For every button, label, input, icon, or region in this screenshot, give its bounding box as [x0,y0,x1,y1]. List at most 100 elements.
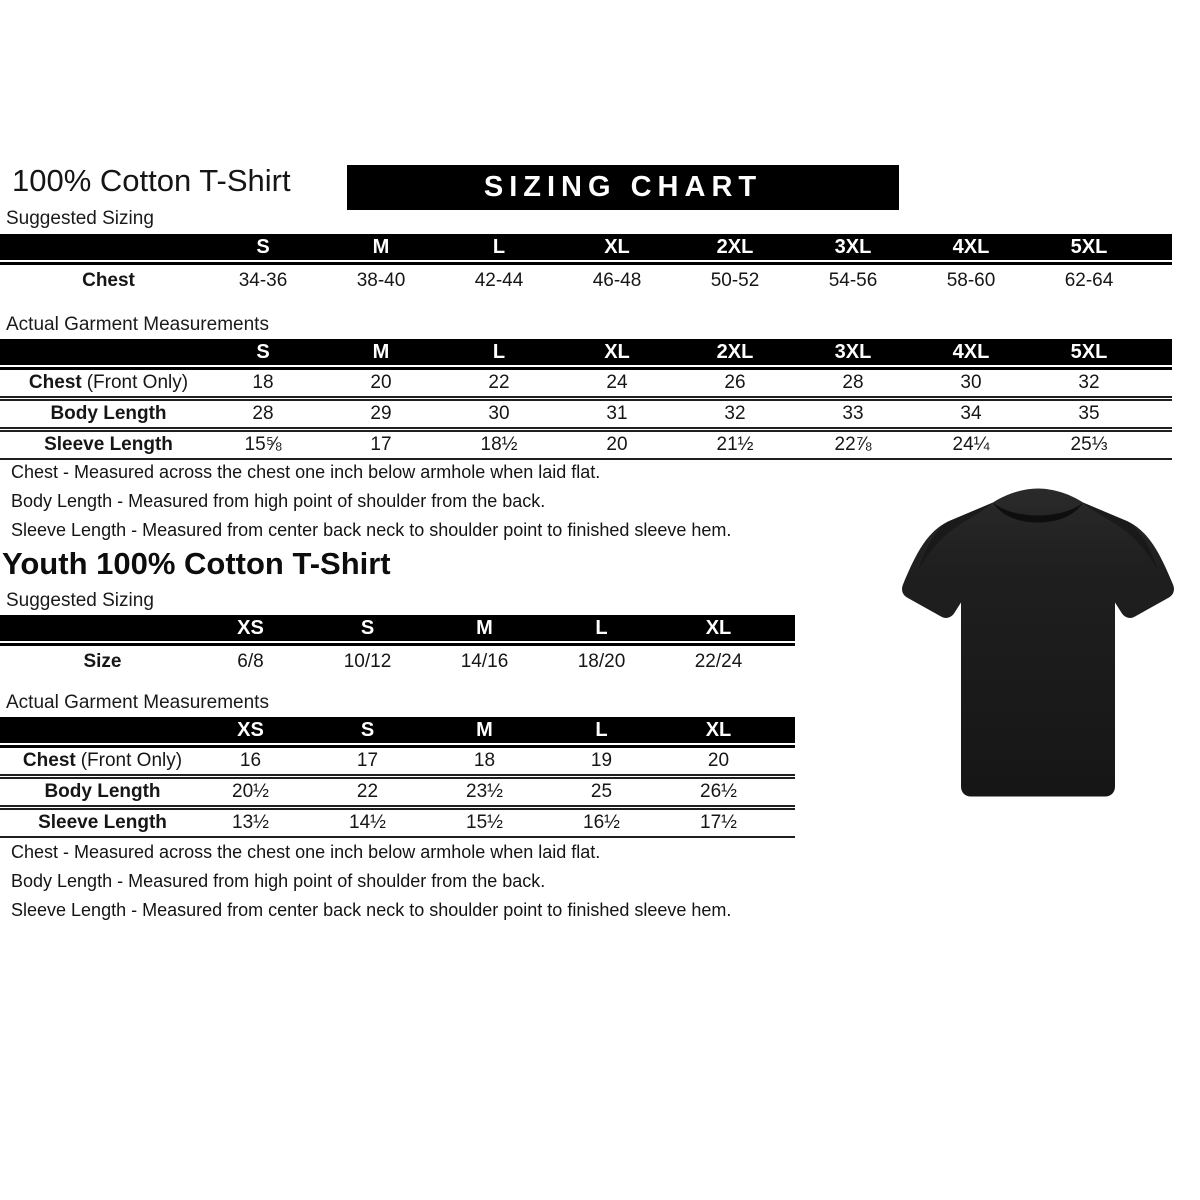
cell: 26 [724,372,746,393]
cell: 22 [356,781,379,802]
table-row: Body Length 20½ 22 23½ 25 26½ [0,774,795,805]
youth-suggested-body: Size 6/8 10/12 14/16 18/20 22/24 [0,643,795,678]
cell: 19 [590,750,613,771]
cell: 33 [842,403,864,424]
row-label-body-length: Body Length [44,781,161,802]
size-column-header: S [256,235,270,258]
cell: 30 [488,403,510,424]
note-sleeve-length: Sleeve Length - Measured from center bac… [11,900,732,920]
size-column-header: XL [705,718,732,741]
cell: 38-40 [356,270,406,291]
size-column-header: L [492,340,506,363]
cell: 20 [370,372,392,393]
cell: 15½ [466,812,503,833]
tshirt-body [902,488,1174,797]
note-body-length: Body Length - Measured from high point o… [11,871,546,891]
table-row: Sleeve Length 15⅝ 17 18½ 20 21½ 22⅞ 24¼ … [0,427,1172,458]
row-label-note: (Front Only) [80,750,183,771]
adult-measurement-notes: Chest - Measured across the chest one in… [11,462,731,549]
size-column-header: 2XL [716,235,754,258]
cell: 29 [370,403,392,424]
cell: 24¼ [952,434,990,455]
note-body-length: Body Length - Measured from high point o… [11,491,546,511]
size-column-header: L [595,616,608,639]
adult-suggested-header-row: S M L XL 2XL 3XL 4XL 5XL [0,234,1172,260]
cell: 20 [606,434,628,455]
cell: 46-48 [592,270,642,291]
cell: 25 [590,781,613,802]
youth-suggested-sizing-label: Suggested Sizing [6,590,154,611]
size-column-header: 2XL [716,340,754,363]
cell: 24 [606,372,628,393]
cell: 50-52 [710,270,760,291]
cell: 18 [252,372,274,393]
table-row: Body Length 28 29 30 31 32 33 34 35 [0,396,1172,427]
cell: 14½ [349,812,386,833]
tshirt-collar [993,502,1083,523]
cell: 28 [252,403,274,424]
size-column-header: 5XL [1070,235,1108,258]
cell: 17 [356,750,379,771]
size-column-header: M [476,718,493,741]
size-column-header: L [492,235,506,258]
cell: 6/8 [237,651,264,672]
cell: 17½ [700,812,737,833]
cell: 54-56 [828,270,878,291]
table-row: Sleeve Length 13½ 14½ 15½ 16½ 17½ [0,805,795,836]
table-row: Size 6/8 10/12 14/16 18/20 22/24 [0,646,795,678]
size-column-header: 4XL [952,235,990,258]
cell: 58-60 [946,270,996,291]
row-label-chest-front-only: Chest (Front Only) [22,750,183,771]
youth-suggested-table: XS S M L XL Size 6/8 10/12 14/16 18/20 2… [0,615,795,678]
page-title: 100% Cotton T-Shirt [12,163,291,198]
cell: 32 [1078,372,1100,393]
size-column-header: XL [604,340,630,363]
adult-suggested-sizing-label: Suggested Sizing [6,208,154,229]
cell: 18½ [480,434,518,455]
size-column-header: S [360,616,375,639]
youth-actual-measurements-label: Actual Garment Measurements [6,692,269,713]
cell: 22/24 [694,651,743,672]
cell: 31 [606,403,628,424]
cell: 21½ [716,434,754,455]
adult-actual-table: S M L XL 2XL 3XL 4XL 5XL Chest (Front Onl… [0,339,1172,460]
row-label-chest-front-only: Chest (Front Only) [28,372,189,393]
size-column-header: S [360,718,375,741]
youth-section-title: Youth 100% Cotton T-Shirt [2,546,391,581]
youth-actual-header-row: XS S M L XL [0,717,795,743]
cell: 18 [473,750,496,771]
cell: 62-64 [1064,270,1114,291]
adult-suggested-body: Chest 34-36 38-40 42-44 46-48 50-52 54-5… [0,262,1172,297]
cell: 16½ [583,812,620,833]
sizing-chart-banner: SIZING CHART [347,165,899,210]
row-label-body-length: Body Length [50,403,167,424]
row-label-sleeve-length: Sleeve Length [38,812,167,833]
table-row: Chest 34-36 38-40 42-44 46-48 50-52 54-5… [0,265,1172,297]
cell: 17 [370,434,392,455]
tshirt-shoulder-shade [918,502,993,571]
cell: 22 [488,372,510,393]
cell: 34-36 [238,270,288,291]
size-column-header: 3XL [834,235,872,258]
size-column-header: 5XL [1070,340,1108,363]
cell: 14/16 [460,651,509,672]
note-sleeve-length: Sleeve Length - Measured from center bac… [11,520,732,540]
cell: 35 [1078,403,1100,424]
adult-suggested-table: S M L XL 2XL 3XL 4XL 5XL Chest 34-36 38-… [0,234,1172,297]
cell: 22⅞ [834,434,872,455]
size-column-header: S [256,340,270,363]
youth-actual-body: Chest (Front Only) 16 17 18 19 20 Body Le… [0,745,795,838]
note-chest: Chest - Measured across the chest one in… [11,462,601,482]
size-column-header: M [476,616,493,639]
cell: 10/12 [343,651,392,672]
cell: 15⅝ [244,434,282,455]
cell: 18/20 [577,651,626,672]
cell: 28 [842,372,864,393]
cell: 25⅓ [1070,434,1108,455]
row-label-sleeve-length: Sleeve Length [44,434,173,455]
cell: 13½ [232,812,269,833]
size-column-header: M [372,235,390,258]
size-column-header: L [595,718,608,741]
tshirt-photo [888,470,1188,815]
